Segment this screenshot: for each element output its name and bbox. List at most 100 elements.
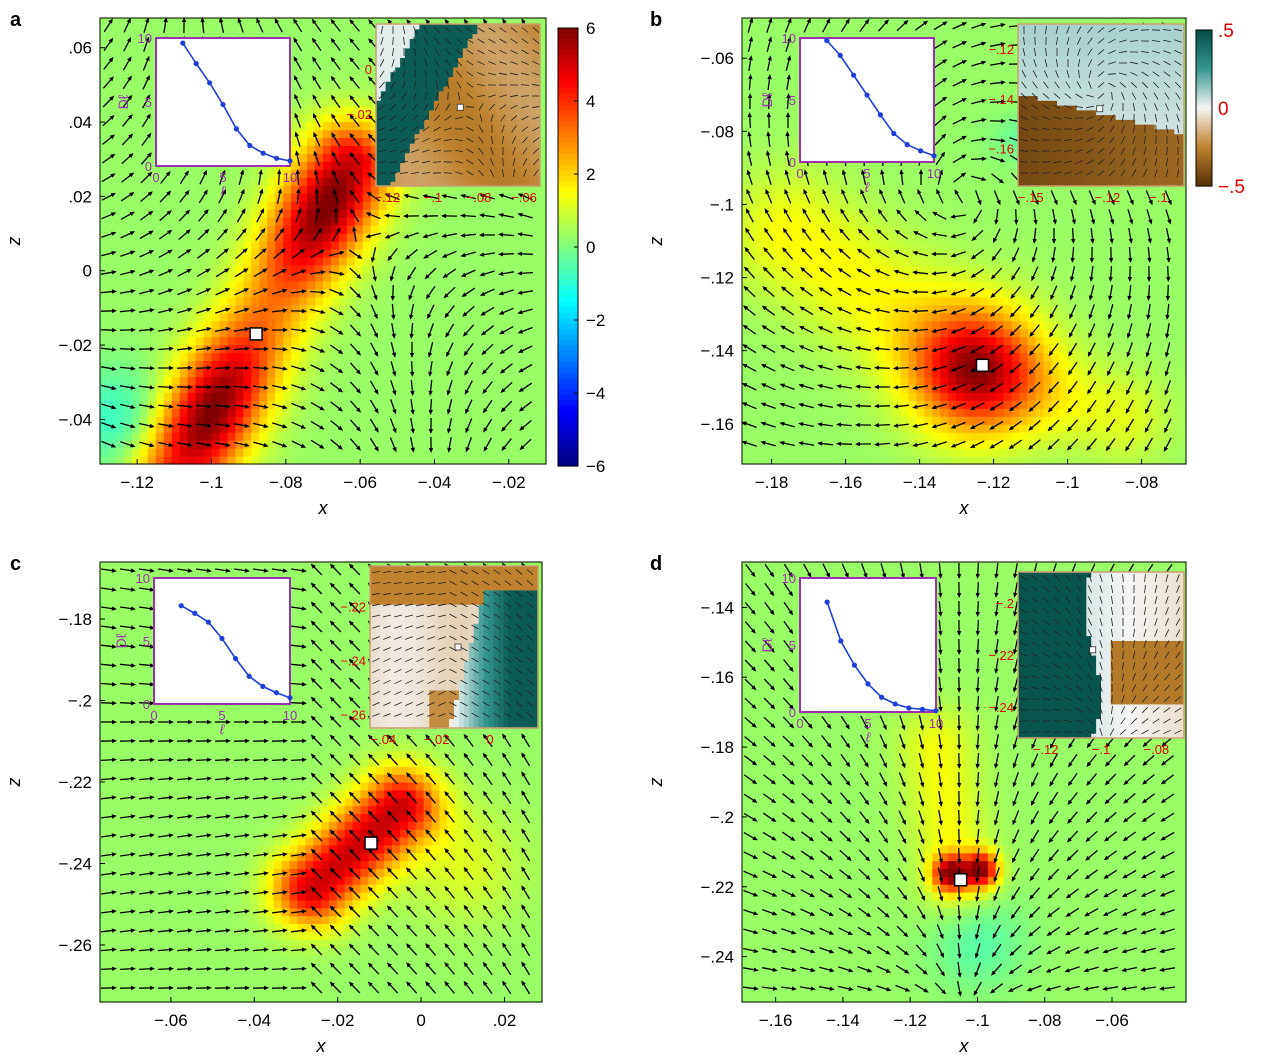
heatmap-cell xyxy=(522,392,531,401)
heatmap-cell xyxy=(283,337,292,346)
heatmap-cell xyxy=(323,281,332,290)
heatmap-cell xyxy=(419,424,428,433)
heatmap-cell xyxy=(530,209,539,218)
heatmap-cell xyxy=(299,153,308,162)
heatmap-cell xyxy=(315,145,324,154)
heatmap-cell xyxy=(419,289,428,298)
heatmap-cell xyxy=(339,34,348,43)
heatmap-cell xyxy=(132,297,141,306)
inset-map-cell xyxy=(405,110,410,115)
heatmap-cell xyxy=(251,392,260,401)
heatmap-cell xyxy=(498,360,507,369)
heatmap-cell xyxy=(363,384,372,393)
heatmap-cell xyxy=(323,416,332,425)
heatmap-cell xyxy=(315,177,324,186)
heatmap-cell xyxy=(514,225,523,234)
heatmap-cell xyxy=(363,400,372,409)
heatmap-cell xyxy=(196,392,205,401)
heatmap-cell xyxy=(132,432,141,441)
heatmap-cell xyxy=(283,225,292,234)
heatmap-cell xyxy=(419,345,428,354)
heatmap-cell xyxy=(506,456,515,465)
inset-map-cell xyxy=(386,34,391,39)
heatmap-cell xyxy=(331,408,340,417)
heatmap-cell xyxy=(259,368,268,377)
heatmap-cell xyxy=(148,321,157,330)
heatmap-cell xyxy=(116,313,125,322)
heatmap-cell xyxy=(363,353,372,362)
heatmap-cell xyxy=(275,432,284,441)
heatmap-cell xyxy=(204,368,213,377)
inset-map-cell xyxy=(395,124,400,129)
heatmap-cell xyxy=(275,257,284,266)
heatmap-cell xyxy=(355,321,364,330)
heatmap-cell xyxy=(124,376,133,385)
heatmap-cell xyxy=(299,145,308,154)
heatmap-cell xyxy=(363,241,372,250)
heatmap-cell xyxy=(156,185,165,194)
heatmap-cell xyxy=(108,281,117,290)
heatmap-cell xyxy=(427,337,436,346)
heatmap-cell xyxy=(291,337,300,346)
heatmap-cell xyxy=(379,408,388,417)
heatmap-cell xyxy=(419,321,428,330)
heatmap-cell xyxy=(315,353,324,362)
heatmap-cell xyxy=(458,360,467,369)
inset-map-cell xyxy=(395,38,400,43)
heatmap-cell xyxy=(498,416,507,425)
heatmap-cell xyxy=(299,58,308,67)
heatmap-cell xyxy=(490,376,499,385)
heatmap-cell xyxy=(227,329,236,338)
heatmap-cell xyxy=(355,225,364,234)
heatmap-cell xyxy=(148,416,157,425)
inset-map-cell xyxy=(376,110,381,115)
heatmap-cell xyxy=(371,456,380,465)
heatmap-cell xyxy=(100,448,109,457)
heatmap-cell xyxy=(259,416,268,425)
heatmap-cell xyxy=(442,321,451,330)
heatmap-cell xyxy=(100,233,109,242)
heatmap-cell xyxy=(530,368,539,377)
heatmap-cell xyxy=(307,161,316,170)
inset-map-cell xyxy=(400,76,405,81)
x-tick-label: −.02 xyxy=(492,473,526,492)
heatmap-cell xyxy=(466,392,475,401)
heatmap-cell xyxy=(307,345,316,354)
heatmap-cell xyxy=(307,392,316,401)
inset-map-cell xyxy=(376,57,381,62)
heatmap-cell xyxy=(403,201,412,210)
heatmap-cell xyxy=(403,345,412,354)
heatmap-cell xyxy=(204,26,213,35)
heatmap-cell xyxy=(267,321,276,330)
inset-map-cell xyxy=(395,157,400,162)
heatmap-cell xyxy=(347,440,356,449)
inset-map-cell xyxy=(395,105,400,110)
heatmap-cell xyxy=(490,353,499,362)
heatmap-cell xyxy=(219,257,228,266)
heatmap-cell xyxy=(299,432,308,441)
heatmap-cell xyxy=(212,185,221,194)
heatmap-cell xyxy=(132,114,141,123)
heatmap-cell xyxy=(355,18,364,27)
inset-map-cell xyxy=(395,162,400,167)
heatmap-cell xyxy=(474,305,483,314)
heatmap-cell xyxy=(363,321,372,330)
heatmap-cell xyxy=(474,265,483,274)
heatmap-cell xyxy=(299,114,308,123)
heatmap-cell xyxy=(315,273,324,282)
heatmap-cell xyxy=(172,353,181,362)
heatmap-cell xyxy=(363,360,372,369)
inset-map-cell xyxy=(381,43,386,48)
heatmap-cell xyxy=(363,122,372,131)
y-axis-label: z xyxy=(4,237,24,247)
heatmap-cell xyxy=(100,106,109,115)
heatmap-cell xyxy=(347,217,356,226)
heatmap-cell xyxy=(108,313,117,322)
heatmap-cell xyxy=(307,440,316,449)
heatmap-cell xyxy=(538,360,547,369)
heatmap-cell xyxy=(466,241,475,250)
heatmap-cell xyxy=(180,313,189,322)
heatmap-cell xyxy=(435,376,444,385)
heatmap-cell xyxy=(172,177,181,186)
heatmap-cell xyxy=(116,392,125,401)
